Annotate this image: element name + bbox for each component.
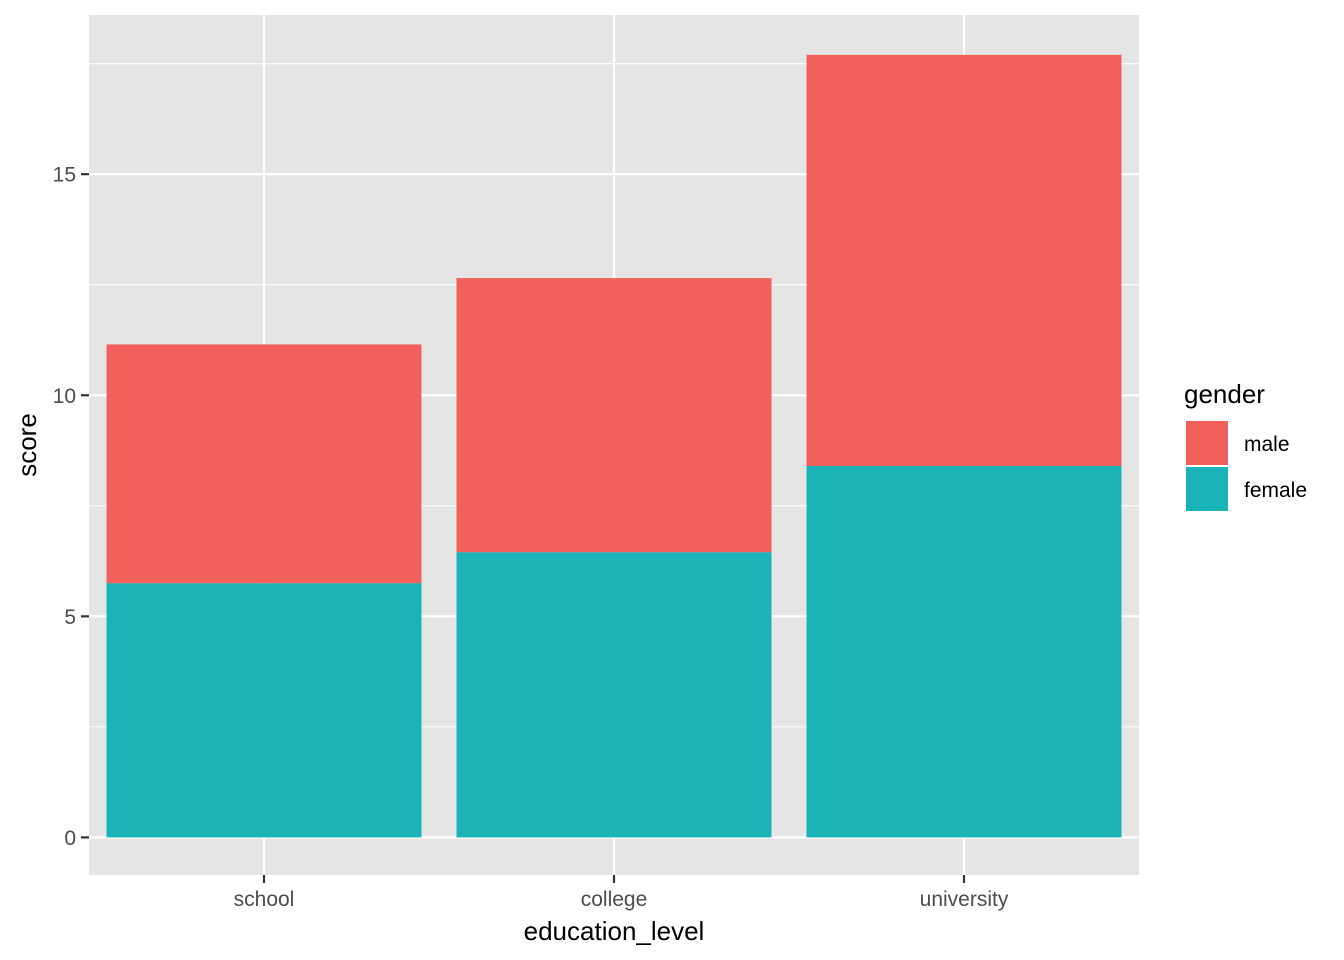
legend-label-female: female	[1244, 479, 1307, 502]
x-tick-label: school	[234, 888, 295, 911]
bar-male-university	[806, 54, 1122, 467]
bar-female-college	[456, 552, 772, 838]
bars	[106, 54, 1122, 838]
bar-male-college	[456, 278, 772, 553]
bar-female-university	[806, 466, 1122, 838]
axes: 0 5 10 15 school college university	[53, 164, 1009, 911]
legend: gender male female	[1184, 379, 1307, 511]
y-tick-label: 15	[53, 164, 76, 187]
legend-title: gender	[1184, 379, 1265, 409]
legend-label-male: male	[1244, 433, 1290, 456]
x-axis-title: education_level	[524, 916, 705, 946]
legend-swatch-male	[1186, 421, 1228, 465]
x-tick-label: university	[920, 888, 1009, 911]
bar-female-school	[106, 583, 422, 838]
x-tick-label: college	[581, 888, 648, 911]
y-tick-label: 0	[64, 827, 76, 850]
bar-male-school	[106, 344, 422, 584]
y-axis-title: score	[12, 413, 42, 477]
legend-swatch-female	[1186, 467, 1228, 511]
y-tick-label: 5	[64, 606, 76, 629]
y-tick-label: 10	[53, 385, 76, 408]
legend-items: male female	[1186, 421, 1307, 511]
